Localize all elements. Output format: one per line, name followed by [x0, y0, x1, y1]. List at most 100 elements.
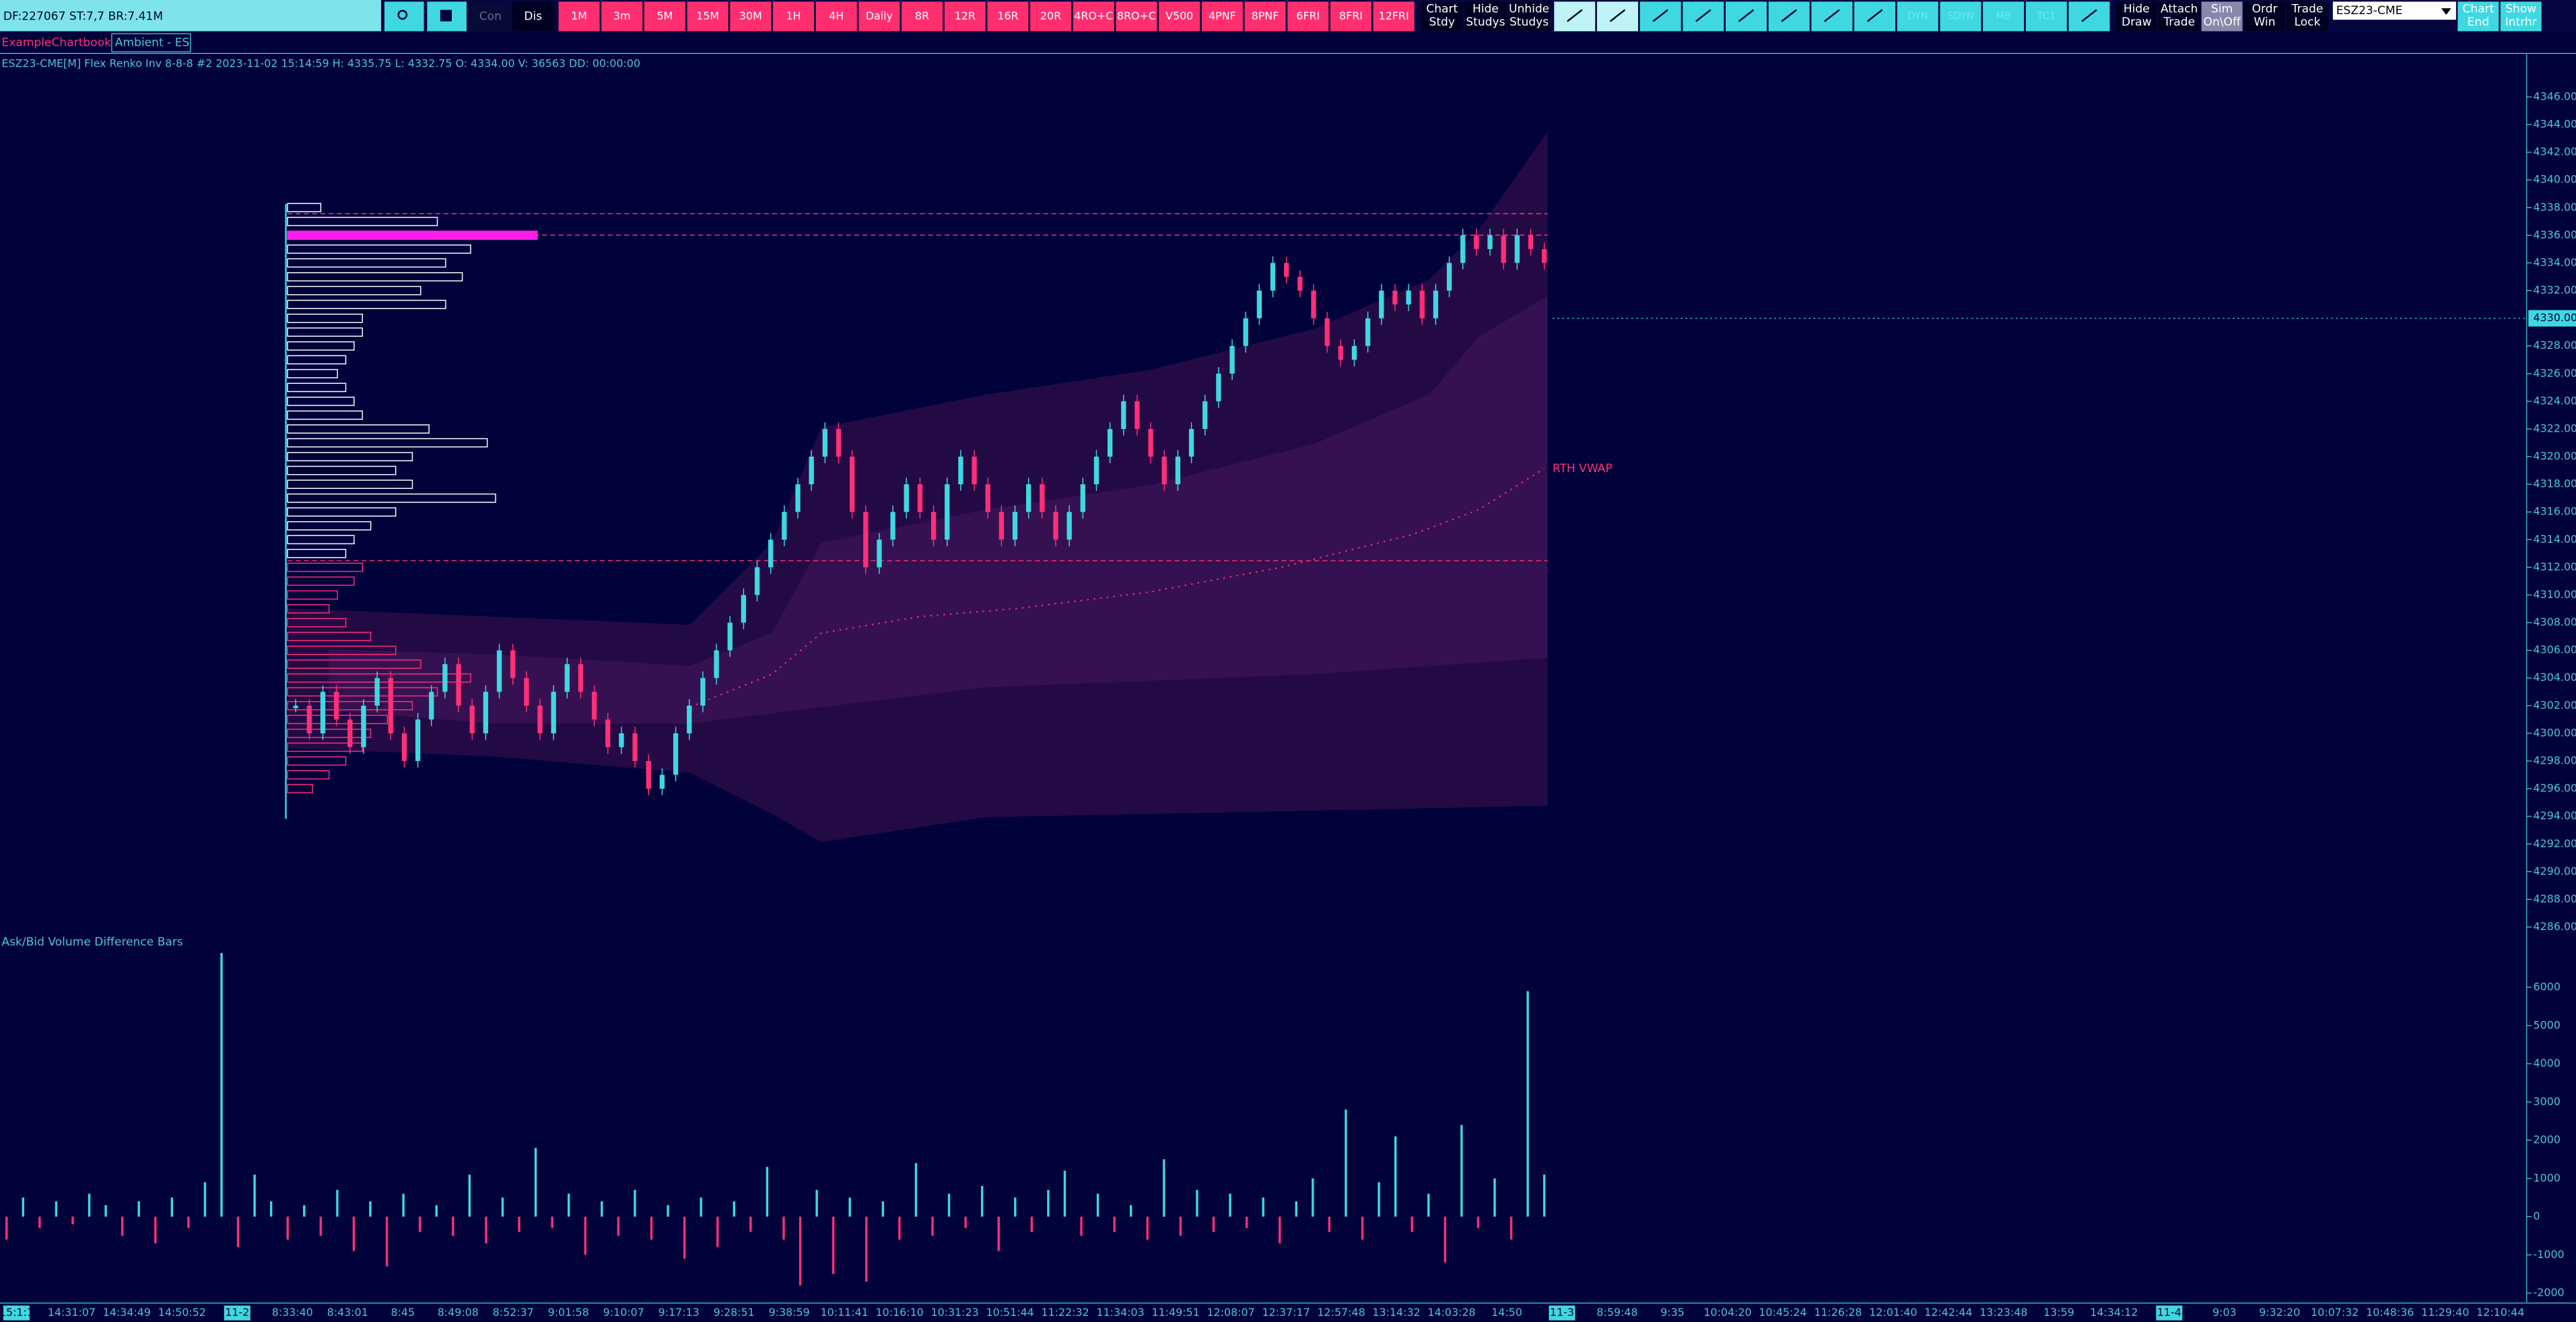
time-label: 12:42:44: [1924, 1306, 1972, 1319]
pane-title: Ask/Bid Volume Difference Bars: [1, 935, 182, 949]
renko-brick: [510, 650, 516, 678]
renko-brick: [1284, 263, 1289, 277]
profile-bar: [287, 549, 347, 558]
timeframe-button[interactable]: [1373, 1, 1415, 32]
timeframe-button[interactable]: [558, 1, 600, 32]
trade-button[interactable]: [2244, 1, 2286, 32]
study-button[interactable]: [1507, 1, 1551, 32]
y-tick-label: 3000: [2534, 1095, 2561, 1108]
renko-brick: [890, 512, 895, 540]
renko-brick: [442, 664, 448, 692]
time-label: 11:49:51: [1151, 1306, 1199, 1319]
time-label: 14:50:52: [158, 1306, 206, 1319]
timeframe-button[interactable]: [858, 1, 900, 32]
timeframe-button[interactable]: [1330, 1, 1371, 32]
volume-bar: [1262, 1197, 1264, 1217]
trade-button[interactable]: [2201, 1, 2243, 32]
volume-bar: [402, 1193, 405, 1217]
timeframe-button[interactable]: [902, 1, 943, 32]
time-label: 11-4: [2157, 1306, 2181, 1319]
timeframe-button[interactable]: [1201, 1, 1243, 32]
timeframe-button[interactable]: [815, 1, 857, 32]
trade-button[interactable]: [2286, 1, 2328, 32]
symbol-dropdown[interactable]: [2332, 1, 2456, 20]
timeframe-button[interactable]: [944, 1, 986, 32]
trade-button[interactable]: [2159, 1, 2200, 32]
timeframe-label: 1H: [786, 9, 801, 22]
tab[interactable]: ExampleChartbook: [1, 36, 111, 49]
timeframe-button[interactable]: [601, 1, 643, 32]
volume-bar: [1394, 1136, 1397, 1217]
timeframe-label: 15M: [696, 9, 719, 22]
timeframe-button[interactable]: [1287, 1, 1329, 32]
timeframe-button[interactable]: [1116, 1, 1157, 32]
connection-label: Dis: [524, 9, 542, 23]
timeframe-button[interactable]: [730, 1, 772, 32]
renko-brick: [1460, 235, 1466, 263]
renko-brick: [1175, 457, 1181, 485]
renko-brick: [1528, 235, 1534, 249]
profile-bar: [287, 383, 347, 393]
y-tick-label: 4292.00: [2534, 837, 2576, 850]
volume-bar: [601, 1201, 603, 1217]
timeframe-label: 4PNF: [1209, 9, 1236, 22]
profile-bar: [287, 576, 355, 586]
time-label: 14:31:07: [48, 1306, 96, 1319]
profile-bar: [287, 480, 413, 489]
time-label: 11:26:28: [1814, 1306, 1862, 1319]
volume-bar: [1096, 1193, 1099, 1217]
profile-bar: [287, 203, 322, 213]
tab-frame: [111, 33, 191, 53]
volume-bar: [832, 1216, 835, 1274]
chart-button[interactable]: [2500, 1, 2542, 32]
y-tick-label: 4316.00: [2534, 505, 2576, 518]
renko-brick: [1066, 512, 1072, 540]
timeframe-button[interactable]: [1030, 1, 1072, 32]
volume-bar: [385, 1216, 388, 1267]
timeframe-button[interactable]: [773, 1, 815, 32]
renko-brick: [687, 705, 692, 733]
timeframe-button[interactable]: [1073, 1, 1114, 32]
volume-bar: [568, 1193, 570, 1217]
renko-brick: [809, 457, 814, 485]
renko-brick: [1541, 249, 1547, 263]
renko-brick: [306, 705, 312, 733]
volume-bar: [1477, 1216, 1480, 1228]
tool-button[interactable]: [1897, 1, 1938, 32]
timeframe-button[interactable]: [644, 1, 685, 32]
tool-button[interactable]: [1983, 1, 2025, 32]
tool-icon: [1567, 9, 1583, 22]
tab[interactable]: Ambient - ES: [115, 36, 190, 49]
renko-brick: [1501, 235, 1506, 263]
search-button[interactable]: [384, 1, 424, 32]
trade-button[interactable]: [2115, 1, 2157, 32]
study-button[interactable]: [1421, 1, 1463, 32]
timeframe-button[interactable]: [1244, 1, 1286, 32]
chart-button[interactable]: [2458, 1, 2499, 32]
time-label: 13:14:32: [1372, 1306, 1420, 1319]
tool-button[interactable]: [2025, 1, 2067, 32]
trade-button-label: Lock: [2295, 15, 2321, 29]
timeframe-label: 8FRI: [1339, 9, 1363, 22]
volume-bar: [1543, 1175, 1546, 1217]
connection-button[interactable]: [512, 1, 554, 32]
timeframe-button[interactable]: [687, 1, 728, 32]
profile-bar: [287, 244, 471, 254]
volume-bar: [253, 1175, 256, 1217]
trade-button-label: Draw: [2122, 15, 2152, 29]
time-label: 12:10:44: [2476, 1306, 2524, 1319]
timeframe-button[interactable]: [987, 1, 1029, 32]
volume-bar: [1526, 991, 1529, 1217]
volume-bar: [1113, 1216, 1116, 1232]
tool-button[interactable]: [1940, 1, 1981, 32]
chart-button-label: End: [2468, 15, 2489, 29]
profile-bar: [287, 341, 355, 351]
volume-bar: [55, 1201, 58, 1217]
connection-button[interactable]: [469, 1, 511, 32]
tool-label: DYN: [1907, 10, 1928, 22]
study-button[interactable]: [1464, 1, 1507, 32]
renko-brick: [972, 457, 977, 485]
timeframe-button[interactable]: [1159, 1, 1200, 32]
renko-brick: [1229, 345, 1235, 374]
timeframe-label: 12FRI: [1379, 9, 1409, 22]
